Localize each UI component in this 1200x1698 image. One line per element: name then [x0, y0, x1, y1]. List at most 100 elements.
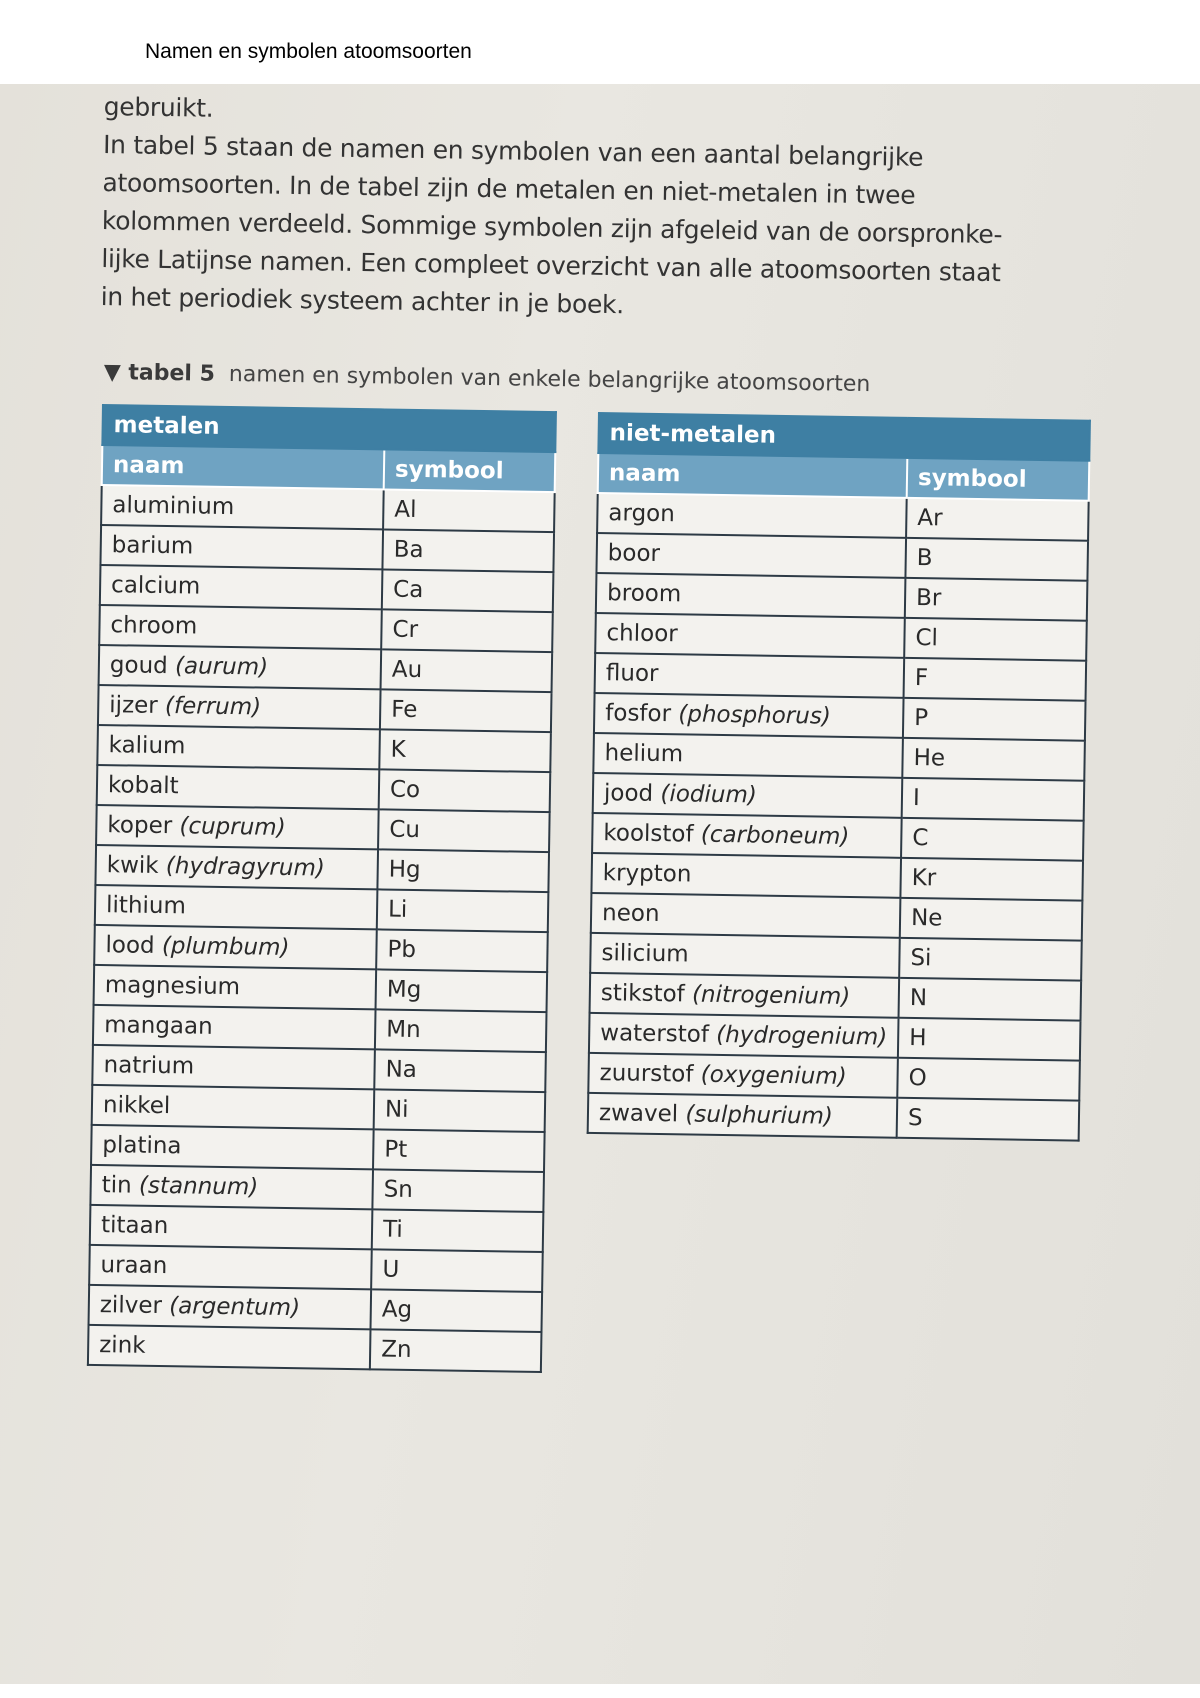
element-name: goud (aurum)	[98, 644, 382, 690]
element-symbol: Ba	[382, 529, 555, 573]
element-symbol: F	[903, 657, 1087, 701]
element-name-text: zilver	[99, 1292, 163, 1320]
table-row: ijzer (ferrum) Fe	[97, 684, 552, 733]
latin-name: (oxygenium)	[700, 1061, 847, 1090]
latin-name: (carboneum)	[700, 821, 850, 850]
element-name: jood (iodium)	[592, 772, 903, 818]
element-name: helium	[593, 732, 903, 778]
metals-title: metalen	[102, 405, 556, 453]
table-row: chroom Cr	[99, 604, 553, 653]
latin-name: (ferrum)	[164, 693, 262, 721]
element-name: barium	[100, 525, 384, 570]
overlay-title: Namen en symbolen atoomsoorten	[145, 40, 472, 63]
caption-marker: ▼ tabel 5	[103, 360, 216, 387]
element-name-text: titaan	[100, 1212, 169, 1240]
latin-name: (argentum)	[169, 1293, 301, 1322]
element-name: magnesium	[93, 964, 377, 1010]
element-name-text: zwavel	[598, 1100, 679, 1128]
table-row: zwavel (sulphurium) S	[587, 1092, 1080, 1141]
element-name: silicium	[590, 932, 900, 978]
element-symbol: Ti	[371, 1209, 544, 1253]
body-paragraph: gebruikt. In tabel 5 staan de namen en s…	[100, 88, 1083, 331]
latin-name: (plumbum)	[161, 933, 290, 962]
table-row: goud (aurum) Au	[98, 644, 553, 693]
element-symbol: Co	[378, 769, 551, 813]
table-row: uraan U	[89, 1244, 543, 1293]
table-row: barium Ba	[100, 525, 555, 573]
element-name-text: krypton	[602, 860, 692, 888]
element-name-text: stikstof	[600, 980, 685, 1008]
element-symbol: Sn	[372, 1169, 544, 1213]
element-name: zwavel (sulphurium)	[587, 1092, 898, 1138]
latin-name: (hydragyrum)	[165, 853, 326, 882]
element-name: calcium	[99, 564, 383, 610]
element-name: chloor	[595, 612, 905, 658]
table-row: natrium Na	[92, 1044, 546, 1093]
element-name: kobalt	[96, 764, 380, 810]
element-symbol: S	[896, 1097, 1080, 1141]
element-symbol: P	[902, 697, 1086, 741]
table-row: nikkel Ni	[91, 1084, 546, 1133]
element-name: chroom	[99, 604, 382, 650]
element-name: nikkel	[91, 1084, 375, 1130]
element-name-text: natrium	[103, 1052, 195, 1080]
table-row: calcium Ca	[99, 564, 554, 613]
element-name: titaan	[89, 1204, 373, 1250]
element-name: boor	[596, 533, 907, 578]
table-row: lood (plumbum) Pb	[94, 924, 548, 973]
element-name-text: kwik	[106, 852, 159, 879]
element-name: platina	[91, 1124, 374, 1170]
column-header-name: naam	[101, 445, 385, 490]
element-name: lood (plumbum)	[94, 924, 377, 970]
latin-name: (aurum)	[174, 653, 269, 681]
element-symbol: Al	[383, 489, 555, 533]
element-name-text: ijzer	[109, 692, 158, 719]
table-row: titaan Ti	[89, 1204, 544, 1253]
element-name: neon	[590, 892, 901, 938]
table-row: mangaan Mn	[92, 1004, 547, 1053]
column-header-symbol: symbool	[906, 457, 1090, 501]
table-row: kwik (hydragyrum) Hg	[95, 844, 550, 893]
column-header-symbol: symbool	[383, 449, 556, 493]
element-name-text: magnesium	[104, 972, 241, 1001]
element-name: aluminium	[101, 485, 384, 530]
metals-table: metalen naam symbool aluminium Al barium Ba…	[87, 404, 557, 1373]
element-symbol: C	[901, 817, 1084, 861]
element-symbol: Ca	[381, 569, 554, 613]
latin-name: (nitrogenium)	[691, 981, 851, 1011]
element-symbol: Br	[904, 577, 1088, 621]
element-name-text: zuurstof	[599, 1060, 694, 1088]
element-name-text: lithium	[105, 892, 187, 920]
element-name-text: calcium	[110, 572, 201, 600]
element-symbol: Kr	[900, 857, 1084, 901]
element-name: zink	[87, 1324, 371, 1370]
element-name: fluor	[594, 652, 905, 698]
element-symbol: Ar	[906, 497, 1089, 541]
element-symbol: N	[898, 977, 1082, 1021]
element-name-text: uraan	[100, 1252, 168, 1280]
table-row: magnesium Mg	[93, 964, 548, 1013]
element-name-text: fosfor	[605, 700, 672, 728]
table-row: zink Zn	[87, 1324, 542, 1373]
table-row: tin (stannum) Sn	[90, 1164, 544, 1213]
element-name-text: chroom	[110, 612, 198, 640]
element-symbol: Ni	[373, 1089, 546, 1133]
element-symbol: Fe	[379, 689, 552, 733]
latin-name: (iodium)	[660, 781, 758, 809]
element-symbol: K	[379, 729, 551, 773]
element-symbol: Ne	[899, 897, 1083, 941]
element-name: ijzer (ferrum)	[97, 684, 381, 730]
table-row: platina Pt	[91, 1124, 545, 1173]
element-name-text: jood	[603, 780, 654, 807]
element-symbol: Li	[376, 889, 549, 933]
element-symbol: I	[901, 777, 1085, 821]
element-name-text: nikkel	[102, 1092, 171, 1120]
table-row: kobalt Co	[96, 764, 551, 813]
element-name-text: koper	[107, 812, 173, 840]
element-name: argon	[597, 493, 907, 538]
element-name: fosfor (phosphorus)	[593, 692, 904, 738]
table-row: koper (cuprum) Cu	[96, 804, 550, 853]
element-name: mangaan	[92, 1004, 376, 1050]
element-name-text: zink	[99, 1332, 146, 1359]
element-name: kalium	[97, 724, 380, 770]
